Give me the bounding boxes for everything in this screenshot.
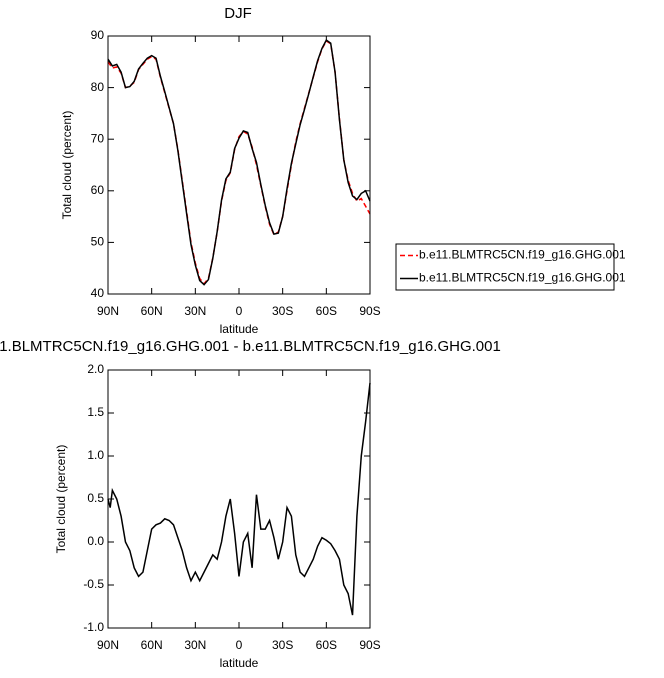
chart-title: 1.BLMTRC5CN.f19_g16.GHG.001 - b.e11.BLMT… bbox=[0, 338, 501, 355]
x-tick-label: 90S bbox=[359, 304, 380, 318]
legend-label: b.e11.BLMTRC5CN.f19_g16.GHG.001 bbox=[419, 248, 626, 262]
x-tick-label: 0 bbox=[236, 638, 243, 652]
legend-label: b.e11.BLMTRC5CN.f19_g16.GHG.001 bbox=[419, 271, 626, 285]
legend-box bbox=[395, 243, 615, 291]
y-axis-label: Total cloud (percent) bbox=[60, 111, 74, 220]
y-tick-label: 0.5 bbox=[87, 491, 104, 505]
y-tick-label: 1.5 bbox=[87, 405, 104, 419]
y-tick-label: 80 bbox=[91, 80, 105, 94]
series-line bbox=[107, 39, 371, 286]
x-tick-label: 60N bbox=[141, 638, 163, 652]
x-axis-label: latitude bbox=[220, 322, 259, 336]
x-tick-label: 30S bbox=[272, 638, 293, 652]
x-tick-label: 60N bbox=[141, 304, 163, 318]
x-tick-label: 60S bbox=[316, 304, 337, 318]
y-tick-label: 60 bbox=[91, 183, 105, 197]
chart-title: DJF bbox=[224, 5, 252, 22]
x-tick-label: 30S bbox=[272, 304, 293, 318]
series-line bbox=[107, 40, 371, 285]
y-tick-label: 50 bbox=[91, 235, 105, 249]
y-tick-label: 90 bbox=[91, 28, 105, 42]
x-tick-label: 30N bbox=[184, 304, 206, 318]
plot-frame bbox=[107, 35, 371, 295]
series-line bbox=[107, 382, 371, 616]
x-tick-label: 30N bbox=[184, 638, 206, 652]
y-axis-label: Total cloud (percent) bbox=[54, 445, 68, 554]
y-tick-label: 2.0 bbox=[87, 362, 104, 376]
x-tick-label: 60S bbox=[316, 638, 337, 652]
x-tick-label: 90S bbox=[359, 638, 380, 652]
x-axis-label: latitude bbox=[220, 656, 259, 670]
y-tick-label: 0.0 bbox=[87, 534, 104, 548]
plot-frame bbox=[107, 369, 371, 629]
y-tick-label: 70 bbox=[91, 131, 105, 145]
x-tick-label: 90N bbox=[97, 304, 119, 318]
y-tick-label: -0.5 bbox=[83, 577, 104, 591]
y-tick-label: 40 bbox=[91, 286, 105, 300]
x-tick-label: 90N bbox=[97, 638, 119, 652]
y-tick-label: -1.0 bbox=[83, 620, 104, 634]
x-tick-label: 0 bbox=[236, 304, 243, 318]
y-tick-label: 1.0 bbox=[87, 448, 104, 462]
